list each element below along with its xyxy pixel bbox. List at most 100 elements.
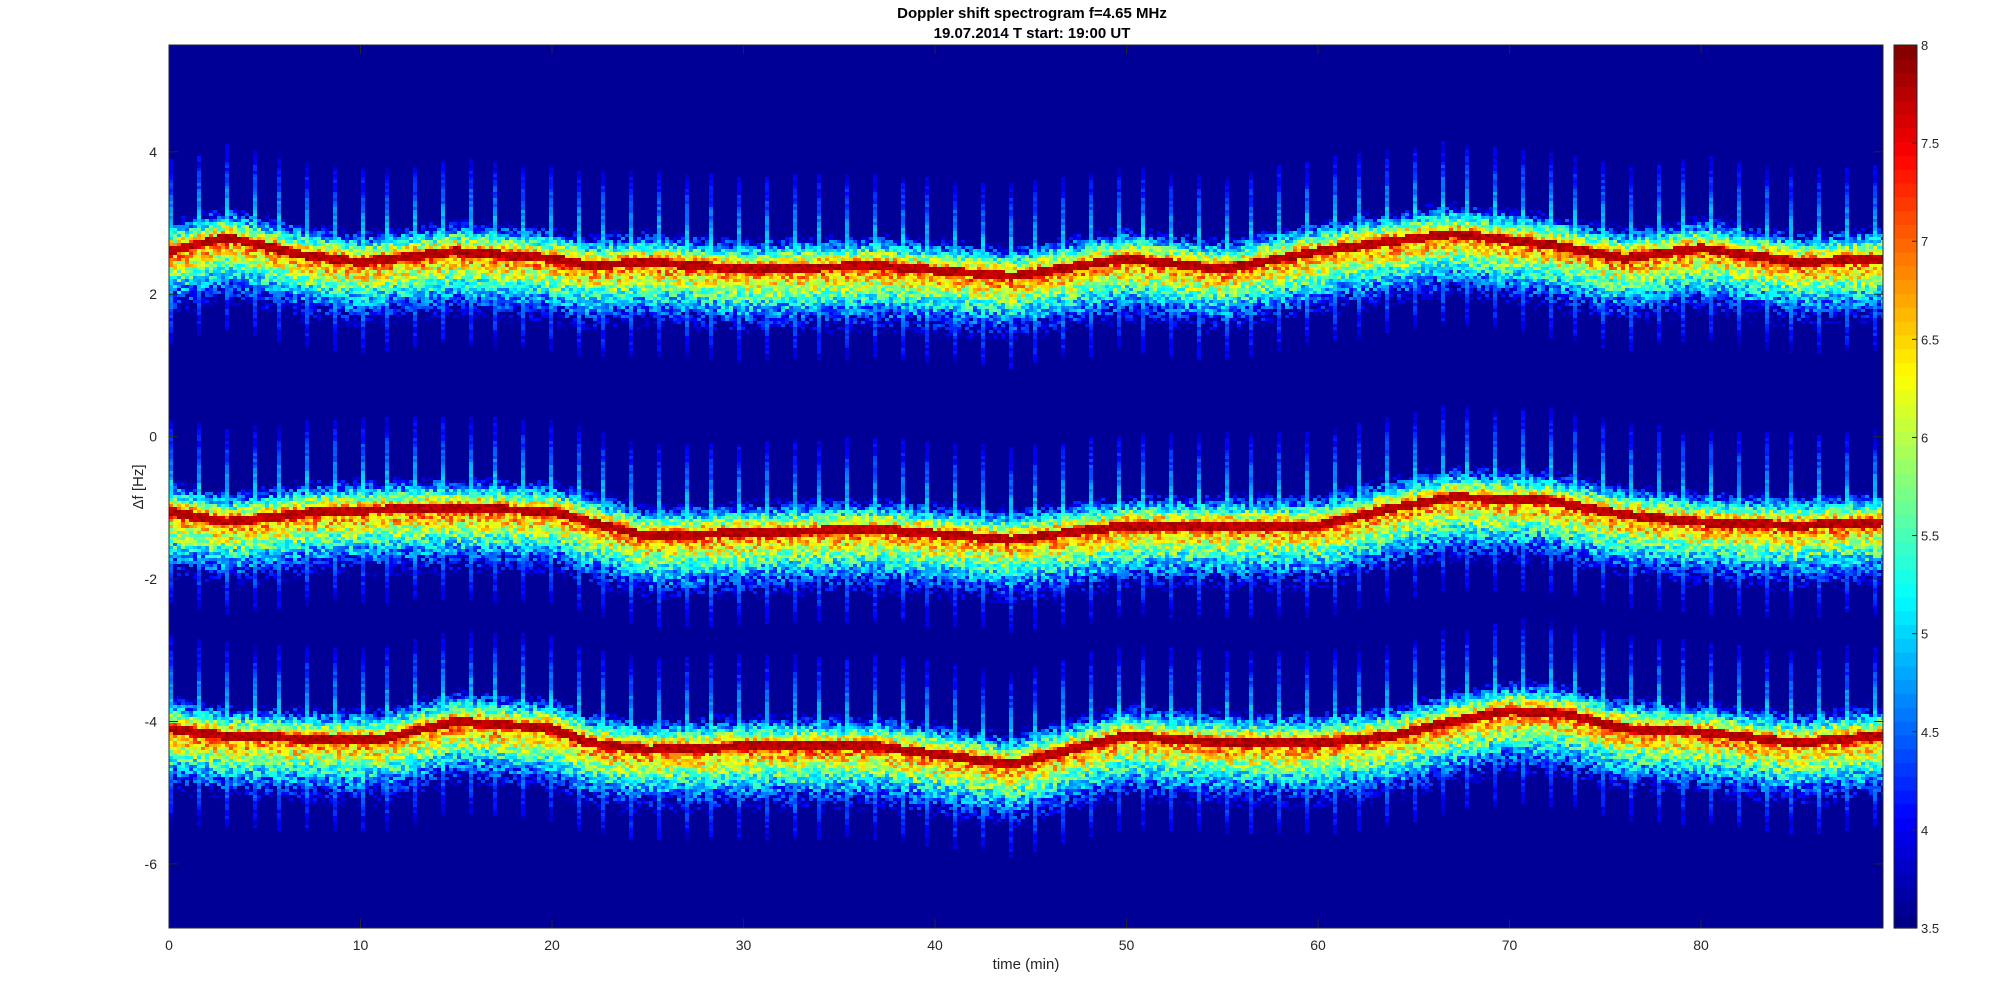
heatmap-cell: [221, 759, 225, 762]
heatmap-cell: [197, 756, 201, 759]
heatmap-cell: [253, 282, 257, 285]
heatmap-cell: [297, 714, 301, 717]
heatmap-cell: [169, 306, 173, 309]
heatmap-cell: [313, 753, 317, 756]
heatmap-cell: [261, 786, 265, 789]
heatmap-cell: [193, 771, 197, 774]
heatmap-cell: [249, 234, 253, 237]
heatmap-cell: [241, 513, 245, 516]
heatmap-cell: [169, 714, 173, 717]
heatmap-cell: [249, 528, 253, 531]
heatmap-cell: [257, 549, 261, 552]
heatmap-cell: [301, 492, 305, 495]
heatmap-cell: [253, 471, 257, 474]
heatmap-cell: [209, 738, 213, 741]
heatmap-cell: [205, 546, 209, 549]
heatmap-cell: [225, 495, 229, 498]
heatmap-cell: [201, 501, 205, 504]
heatmap-cell: [273, 567, 277, 570]
heatmap-cell: [301, 576, 305, 579]
heatmap-cell: [281, 741, 285, 744]
heatmap-cell: [229, 717, 233, 720]
heatmap-cell: [273, 513, 277, 516]
heatmap-cell: [197, 231, 201, 234]
heatmap-cell: [273, 783, 277, 786]
heatmap-cell: [293, 240, 297, 243]
heatmap-cell: [177, 498, 181, 501]
heatmap-cell: [281, 243, 285, 246]
heatmap-cell: [249, 213, 253, 216]
heatmap-cell: [309, 735, 313, 738]
heatmap-cell: [269, 489, 273, 492]
heatmap-cell: [261, 771, 265, 774]
heatmap-cell: [201, 708, 205, 711]
heatmap-cell: [293, 726, 297, 729]
heatmap-cell: [253, 714, 257, 717]
heatmap-cell: [193, 498, 197, 501]
heatmap-cell: [261, 570, 265, 573]
heatmap-cell: [237, 747, 241, 750]
heatmap-cell: [305, 213, 309, 216]
heatmap-cell: [245, 558, 249, 561]
heatmap-cell: [289, 783, 293, 786]
heatmap-cell: [249, 777, 253, 780]
heatmap-cell: [221, 786, 225, 789]
heatmap-cell: [229, 303, 233, 306]
heatmap-cell: [301, 789, 305, 792]
heatmap-cell: [305, 807, 309, 810]
heatmap-cell: [285, 534, 289, 537]
heatmap-cell: [169, 600, 173, 603]
heatmap-cell: [277, 192, 281, 195]
heatmap-cell: [185, 495, 189, 498]
heatmap-cell: [189, 747, 193, 750]
heatmap-cell: [185, 231, 189, 234]
heatmap-cell: [297, 504, 301, 507]
heatmap-cell: [265, 519, 269, 522]
heatmap-cell: [277, 741, 281, 744]
heatmap-cell: [285, 510, 289, 513]
heatmap-cell: [253, 660, 257, 663]
heatmap-cell: [281, 756, 285, 759]
heatmap-cell: [317, 510, 321, 513]
heatmap-cell: [189, 774, 193, 777]
heatmap-cell: [289, 255, 293, 258]
heatmap-cell: [257, 285, 261, 288]
heatmap-cell: [217, 726, 221, 729]
heatmap-cell: [221, 729, 225, 732]
heatmap-cell: [269, 285, 273, 288]
heatmap-cell: [197, 294, 201, 297]
heatmap-cell: [293, 756, 297, 759]
heatmap-cell: [269, 264, 273, 267]
heatmap-cell: [197, 729, 201, 732]
heatmap-cell: [253, 318, 257, 321]
heatmap-cell: [301, 237, 305, 240]
heatmap-cell: [305, 420, 309, 423]
heatmap-cell: [285, 252, 289, 255]
heatmap-cell: [209, 567, 213, 570]
heatmap-cell: [265, 297, 269, 300]
chart-subtitle: 19.07.2014 T start: 19:00 UT: [934, 25, 1131, 42]
heatmap-cell: [197, 747, 201, 750]
heatmap-cell: [269, 498, 273, 501]
heatmap-cell: [249, 255, 253, 258]
heatmap-cell: [225, 321, 229, 324]
heatmap-cell: [305, 747, 309, 750]
heatmap-cell: [229, 537, 233, 540]
heatmap-cell: [205, 534, 209, 537]
heatmap-cell: [189, 777, 193, 780]
heatmap-cell: [185, 534, 189, 537]
heatmap-cell: [277, 330, 281, 333]
heatmap-cell: [173, 291, 177, 294]
heatmap-cell: [269, 726, 273, 729]
heatmap-cell: [205, 282, 209, 285]
heatmap-cell: [277, 450, 281, 453]
heatmap-cell: [205, 774, 209, 777]
heatmap-cell: [285, 228, 289, 231]
heatmap-cell: [233, 711, 237, 714]
heatmap-cell: [225, 234, 229, 237]
heatmap-cell: [245, 267, 249, 270]
heatmap-cell: [277, 774, 281, 777]
heatmap-cell: [225, 519, 229, 522]
heatmap-cell: [285, 531, 289, 534]
heatmap-cell: [169, 513, 173, 516]
